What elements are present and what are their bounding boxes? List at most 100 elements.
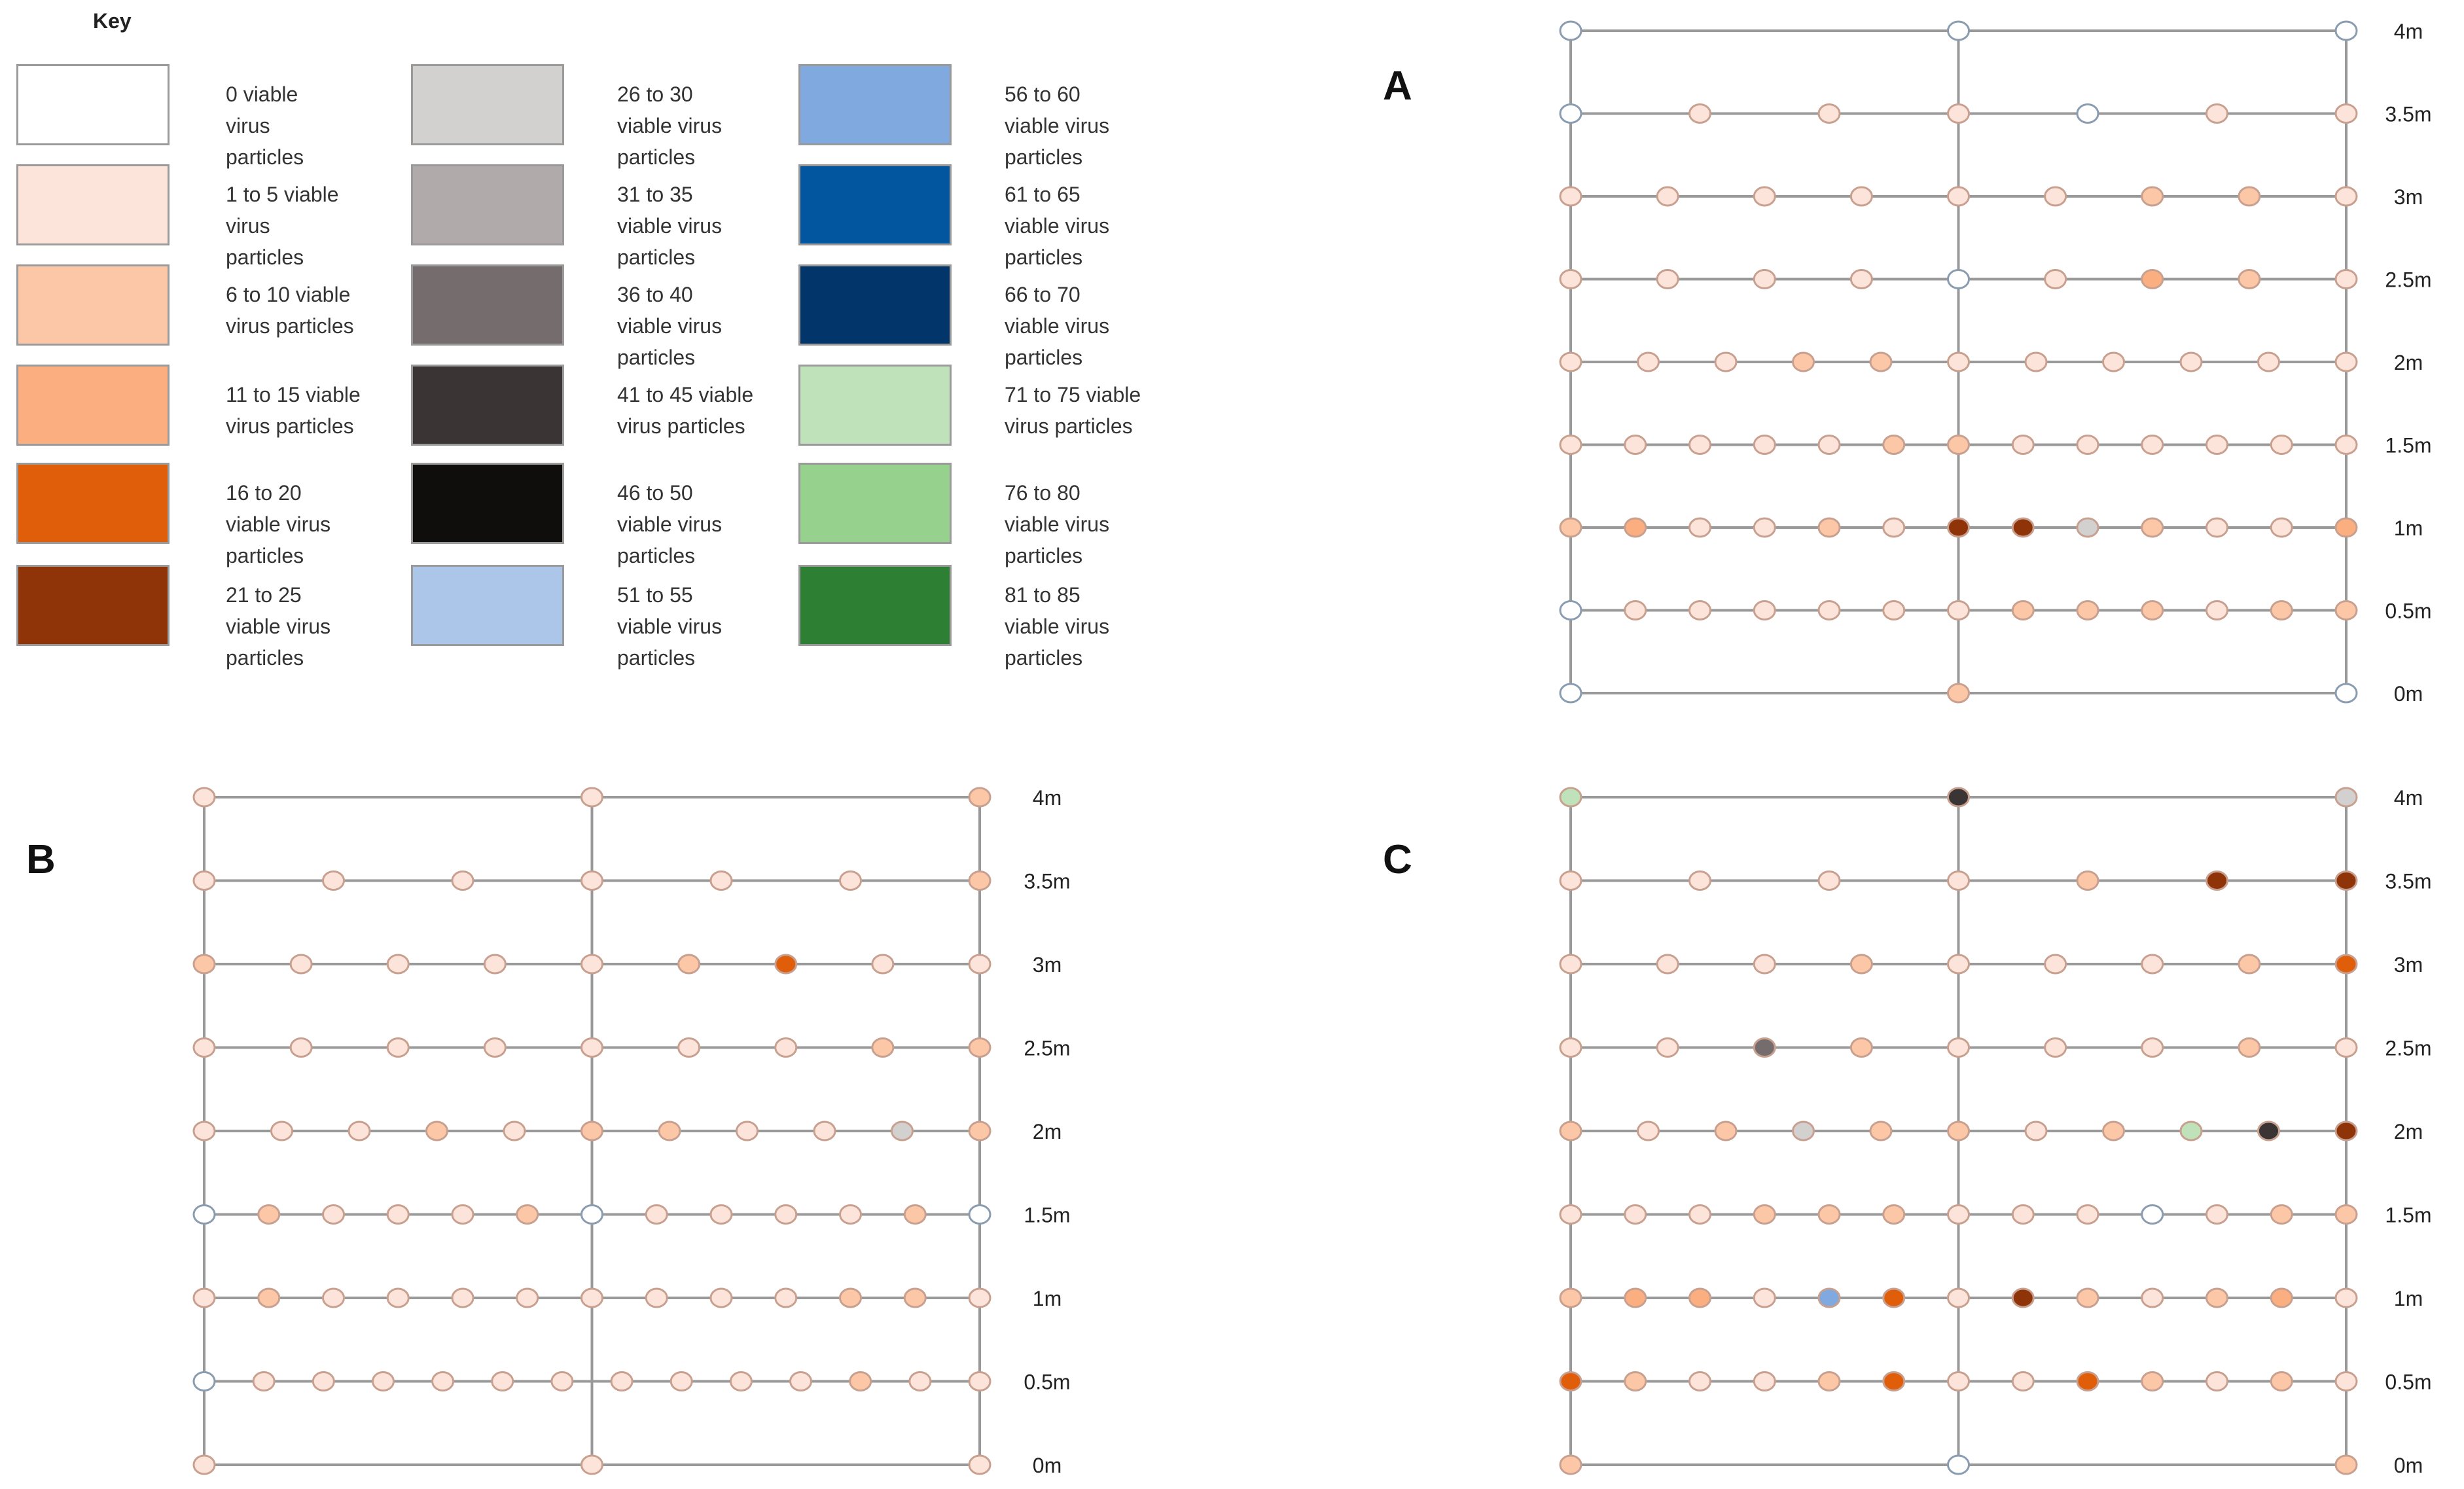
sample-point — [348, 1121, 371, 1141]
key-swatch — [798, 365, 952, 446]
height-label: 3.5m — [2385, 103, 2431, 126]
key-label-line: 56 to 60 — [1005, 82, 1080, 106]
sample-point — [192, 954, 216, 975]
sample-point — [1624, 517, 1647, 538]
sample-point — [2270, 600, 2293, 620]
sample-point — [1882, 435, 1906, 455]
height-label: 0.5m — [1024, 1371, 1070, 1394]
sample-point — [1656, 269, 1679, 289]
sample-point — [1869, 1121, 1893, 1141]
sample-point — [2334, 1121, 2358, 1141]
sample-point — [2270, 1204, 2293, 1225]
sample-point — [257, 1287, 281, 1308]
sample-point — [839, 870, 862, 891]
sample-point — [580, 787, 603, 808]
sample-point — [1624, 435, 1647, 455]
sample-point — [451, 870, 474, 891]
height-label: 3.5m — [2385, 870, 2431, 893]
sample-point — [2205, 435, 2228, 455]
key-label: 56 to 60 viable virus particles — [1005, 79, 1175, 173]
key-label-line: particles — [617, 646, 696, 670]
key-label-line: viable virus — [1005, 615, 1110, 638]
sample-point — [968, 870, 991, 891]
height-label: 2.5m — [2385, 268, 2431, 292]
sample-point — [2076, 870, 2099, 891]
key-label-line: 46 to 50 — [617, 481, 693, 505]
sample-point — [2011, 1371, 2035, 1391]
key-label-line: viable virus — [617, 512, 723, 536]
panel-c-grid: 4m 3.5m 3m 2.5m 2m 1.5m 1m 0.5m 0m — [1559, 786, 2432, 1477]
sample-point — [1947, 1204, 1970, 1225]
sample-point — [580, 1454, 603, 1475]
key-label-line: particles — [226, 145, 304, 169]
sample-point — [1688, 870, 1711, 891]
sample-point — [1817, 870, 1841, 891]
sample-point — [2076, 103, 2099, 124]
key-label-line: particles — [617, 145, 696, 169]
sample-point — [2076, 517, 2099, 538]
sample-point — [2205, 1287, 2228, 1308]
key-swatch — [16, 164, 170, 245]
sample-point — [2141, 517, 2164, 538]
sample-point — [2024, 351, 2048, 372]
sample-point — [1817, 435, 1841, 455]
sample-point — [483, 1037, 507, 1058]
sample-point — [516, 1204, 539, 1225]
sample-point — [1559, 517, 1582, 538]
sample-point — [1624, 1204, 1647, 1225]
sample-point — [1559, 103, 1582, 124]
sample-point — [1688, 1204, 1711, 1225]
sample-point — [1753, 1037, 1776, 1058]
sample-point — [1656, 186, 1679, 207]
panel-a-grid: 4m 3.5m 3m 2.5m 2m 1.5m 1m 0.5m 0m — [1559, 20, 2432, 706]
key-swatch — [16, 264, 170, 346]
sample-point — [483, 954, 507, 975]
key-swatch — [16, 463, 170, 544]
key-swatch — [411, 64, 564, 145]
sample-point — [1947, 870, 1970, 891]
sample-point — [192, 1037, 216, 1058]
height-label: 1.5m — [2385, 434, 2431, 457]
key-label-line: viable virus — [226, 615, 331, 638]
key-label-line: 51 to 55 — [617, 583, 693, 607]
panel-a-label: A — [1383, 63, 1412, 109]
key-label-line: particles — [226, 646, 304, 670]
sample-point — [2011, 1287, 2035, 1308]
sample-point — [789, 1371, 813, 1391]
sample-point — [1559, 1121, 1582, 1141]
sample-point — [1559, 600, 1582, 620]
height-label: 1m — [2394, 516, 2423, 540]
sample-point — [774, 1037, 798, 1058]
sample-point — [1947, 269, 1970, 289]
key-swatch — [411, 164, 564, 245]
sample-point — [1559, 1287, 1582, 1308]
sample-point — [1817, 600, 1841, 620]
sample-point — [451, 1287, 474, 1308]
sample-point — [968, 1121, 991, 1141]
sample-point — [1947, 517, 1970, 538]
sample-point — [1559, 186, 1582, 207]
sample-point — [1656, 1037, 1679, 1058]
sample-point — [1817, 103, 1841, 124]
key-label: 1 to 5 viable virus particles — [226, 179, 396, 273]
sample-point — [386, 954, 410, 975]
sample-point — [516, 1287, 539, 1308]
height-label: 2m — [1033, 1120, 1062, 1143]
sample-point — [2141, 435, 2164, 455]
sample-point — [431, 1371, 455, 1391]
height-label: 0m — [1033, 1454, 1062, 1477]
sample-point — [289, 1037, 313, 1058]
key-label: 0 viable virus particles — [226, 79, 396, 173]
height-label: 1.5m — [1024, 1204, 1070, 1227]
sample-point — [709, 1287, 733, 1308]
key-label: 66 to 70 viable virus particles — [1005, 279, 1175, 373]
height-label: 3m — [2394, 185, 2423, 209]
sample-point — [192, 787, 216, 808]
sample-point — [1559, 1037, 1582, 1058]
sample-point — [451, 1204, 474, 1225]
key-label: 61 to 65 viable virus particles — [1005, 179, 1175, 273]
sample-point — [1688, 1287, 1711, 1308]
key-swatch — [16, 365, 170, 446]
key-label-line: viable virus — [226, 512, 331, 536]
sample-point — [1624, 1371, 1647, 1391]
